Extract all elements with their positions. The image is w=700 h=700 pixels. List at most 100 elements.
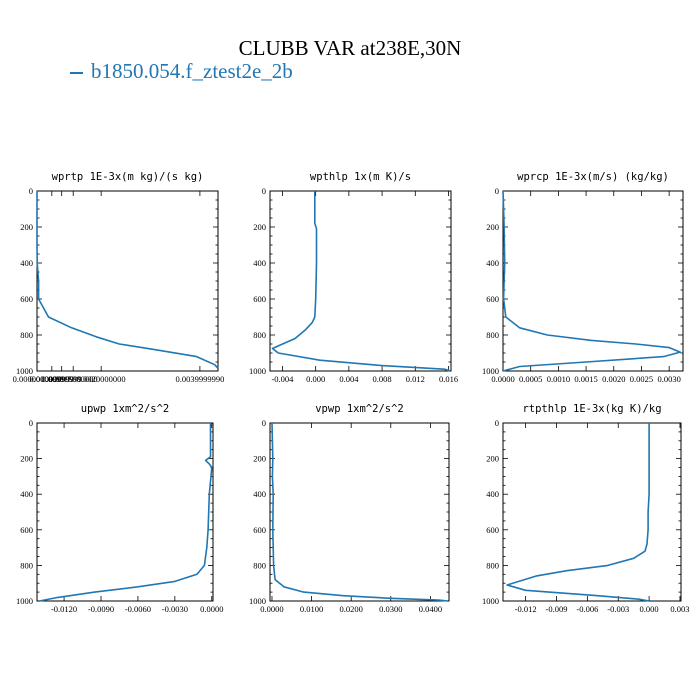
x-tick-label: 0.0020: [602, 374, 625, 384]
x-tick-label: -0.004: [271, 374, 294, 384]
panel-title: upwp 1xm^2/s^2: [81, 403, 170, 415]
x-tick-label: 0.0020000000: [77, 374, 126, 384]
panel-title: wpthlp 1x(m K)/s: [310, 171, 411, 183]
x-tick-label: 0.0100: [300, 604, 323, 614]
y-tick-label: 600: [486, 525, 499, 535]
x-tick-label: -0.0030: [162, 604, 188, 614]
x-tick-label: 0.012: [406, 374, 425, 384]
x-tick-label: 0.000: [306, 374, 325, 384]
figure-title: CLUBB VAR at238E,30N: [238, 36, 462, 60]
y-tick-label: 400: [486, 489, 499, 499]
x-tick-label: 0.0015: [574, 374, 597, 384]
x-tick-label: 0.0000000000: [13, 374, 62, 384]
y-tick-label: 0: [262, 186, 266, 196]
panel-4: upwp 1xm^2/s^2 0 200 400 600 800 1000 -0.0120 -0…: [16, 403, 223, 614]
panel-title: wprcp 1E-3x(m/s) (kg/kg): [517, 171, 669, 183]
panel-frame: [269, 422, 450, 602]
x-tick-label: 0.000: [640, 604, 659, 614]
y-tick-label: 200: [253, 222, 266, 232]
x-tick-label: 0.0039999990: [175, 374, 224, 384]
x-tick-label: -0.006: [576, 604, 598, 614]
y-tick-label: 200: [486, 454, 499, 464]
x-tick-label: 0.003: [670, 604, 689, 614]
legend: b1850.054.f_ztest2e_2b: [70, 59, 293, 84]
panel-3: wprcp 1E-3x(m/s) (kg/kg) 0 200 400 600 800 100…: [482, 171, 684, 384]
panel-frame: [36, 422, 214, 602]
y-tick-label: 400: [253, 489, 266, 499]
x-tick-label: 0.0000: [491, 374, 514, 384]
y-tick-label: 1000: [249, 366, 266, 376]
panel-2: wpthlp 1x(m K)/s 0 200 400 600 800 1000 -0.004 0…: [249, 171, 458, 384]
panel-frame: [502, 190, 684, 372]
y-tick-label: 400: [20, 258, 33, 268]
y-tick-label: 0: [495, 418, 499, 428]
x-tick-label: 0.0005: [519, 374, 542, 384]
y-tick-label: 200: [20, 222, 33, 232]
y-tick-label: 400: [486, 258, 499, 268]
x-tick-label: 0.0200: [339, 604, 362, 614]
x-tick-label: -0.012: [515, 604, 537, 614]
y-tick-label: 600: [486, 294, 499, 304]
series-line: [502, 190, 682, 372]
series-line: [506, 423, 650, 602]
y-tick-label: 600: [20, 294, 33, 304]
y-tick-label: 0: [262, 418, 266, 428]
x-tick-label: 0.016: [439, 374, 458, 384]
x-tick-label: 0.008: [373, 374, 392, 384]
y-tick-label: 600: [20, 525, 33, 535]
y-tick-label: 600: [253, 525, 266, 535]
panel-title: vpwp 1xm^2/s^2: [315, 403, 404, 415]
y-tick-label: 400: [20, 489, 33, 499]
y-tick-label: 800: [20, 330, 33, 340]
x-tick-label: 0.0015000000: [49, 374, 98, 384]
y-tick-label: 800: [253, 560, 266, 570]
series-line: [39, 423, 213, 602]
y-tick-label: 800: [486, 560, 499, 570]
y-tick-label: 400: [253, 258, 266, 268]
x-tick-label: 0.004: [339, 374, 359, 384]
x-tick-label: 0.00999999: [41, 374, 81, 384]
x-tick-label: 0.0025: [630, 374, 653, 384]
x-tick-label: 0.0000: [260, 604, 283, 614]
y-tick-label: 800: [20, 560, 33, 570]
panel-title: wprtp 1E-3x(m kg)/(s kg): [52, 171, 204, 183]
panel-frame: [502, 422, 682, 602]
x-tick-label: 0.000999999: [29, 374, 74, 384]
y-tick-label: 600: [253, 294, 266, 304]
y-tick-label: 200: [253, 454, 266, 464]
y-tick-label: 0: [495, 186, 499, 196]
y-tick-label: 0: [29, 186, 33, 196]
series-line: [271, 191, 451, 372]
panel-frame: [36, 190, 219, 372]
y-tick-label: 200: [20, 454, 33, 464]
x-tick-label: 0.0300: [379, 604, 402, 614]
series-line: [271, 422, 449, 602]
x-tick-label: 0.0000: [200, 604, 223, 614]
y-tick-label: 1000: [249, 596, 266, 606]
y-tick-label: 200: [486, 222, 499, 232]
x-tick-label: 0.0030: [657, 374, 680, 384]
y-tick-label: 1000: [482, 366, 499, 376]
y-tick-label: 1000: [16, 596, 33, 606]
y-tick-label: 1000: [482, 596, 499, 606]
x-tick-label: -0.003: [607, 604, 629, 614]
panel-frame: [269, 190, 452, 372]
x-tick-label: -0.0060: [125, 604, 151, 614]
panel-1: wprtp 1E-3x(m kg)/(s kg) 0 200 400 600 800 100…: [13, 171, 225, 384]
legend-label: b1850.054.f_ztest2e_2b: [91, 59, 293, 83]
x-tick-label: -0.009: [546, 604, 568, 614]
x-tick-label: -0.0090: [88, 604, 114, 614]
panel-6: rtpthlp 1E-3x(kg K)/kg 0 200 400 600 800 1000 -…: [482, 403, 690, 614]
x-tick-label: -0.0120: [51, 604, 77, 614]
y-tick-label: 0: [29, 418, 33, 428]
y-tick-label: 800: [486, 330, 499, 340]
panel-title: rtpthlp 1E-3x(kg K)/kg: [522, 403, 661, 415]
y-tick-label: 800: [253, 330, 266, 340]
legend-line-swatch: [70, 72, 83, 75]
series-line: [36, 191, 219, 369]
x-tick-label: 0.0400: [419, 604, 442, 614]
x-tick-label: 0.0010: [547, 374, 570, 384]
y-tick-label: 1000: [16, 366, 33, 376]
